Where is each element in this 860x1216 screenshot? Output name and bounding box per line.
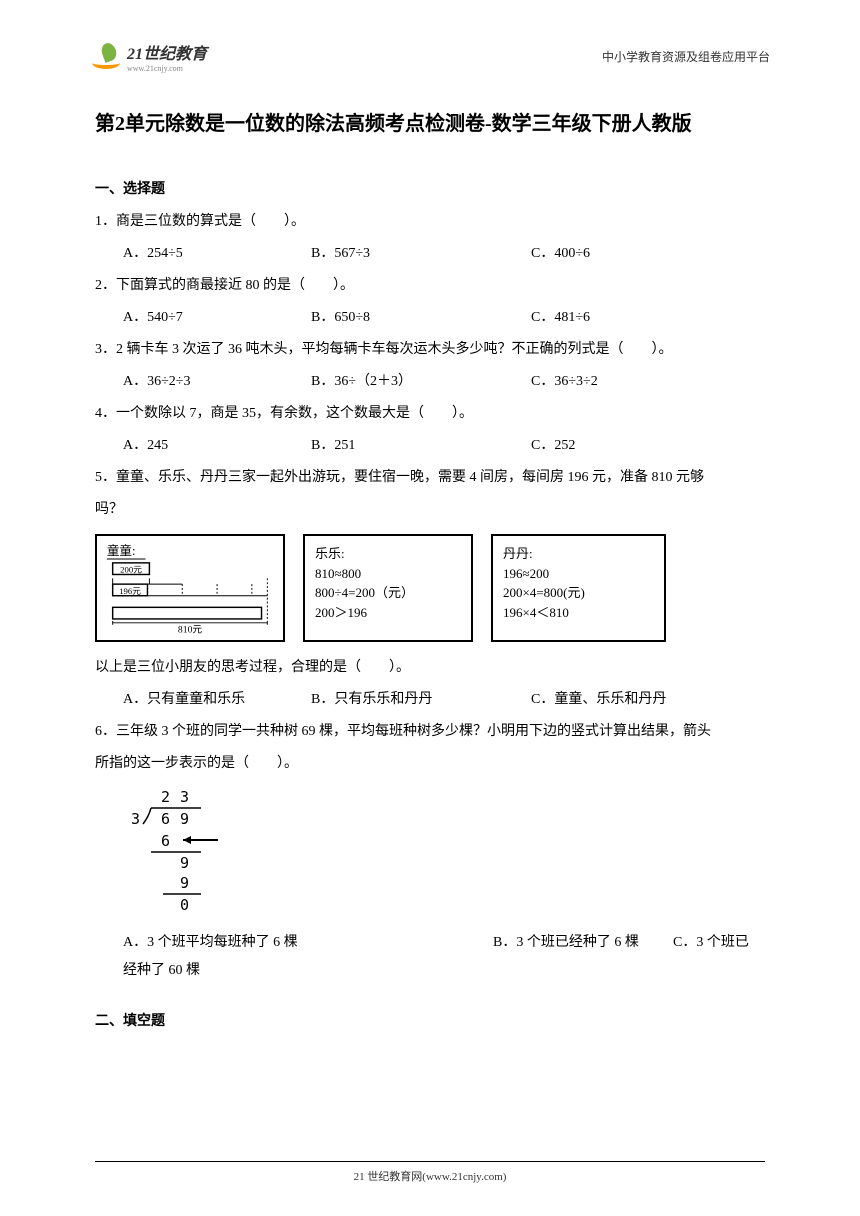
long-division-diagram: 2 3 3 6 9 6 9 9 0 (123, 786, 765, 921)
box2-l2: 800÷4=200（元） (315, 583, 461, 603)
q2-options: A．540÷7 B．650÷8 C．481÷6 (95, 304, 765, 332)
svg-text:9: 9 (180, 810, 189, 828)
svg-text:6: 6 (161, 810, 170, 828)
q5-box-dandan: 丹丹: 196≈200 200×4=800(元) 196×4＜810 (491, 534, 666, 642)
logo-text: 21世纪教育 www.21cnjy.com (127, 40, 207, 73)
svg-text:6: 6 (161, 832, 170, 850)
q3-text: 3．2 辆卡车 3 次运了 36 吨木头，平均每辆卡车每次运木头多少吨？不正确的… (95, 336, 765, 364)
q3-option-b: B．36÷（2＋3） (311, 368, 511, 396)
q4-option-a: A．245 (123, 432, 291, 460)
q1-option-a: A．254÷5 (123, 240, 291, 268)
logo-main-text: 21世纪教育 (127, 40, 207, 64)
q5-options: A．只有童童和乐乐 B．只有乐乐和丹丹 C．童童、乐乐和丹丹 (95, 686, 765, 714)
box2-l3: 200＞196 (315, 603, 461, 623)
svg-text:0: 0 (180, 896, 189, 914)
logo-sub-text: www.21cnjy.com (127, 64, 207, 73)
box1-196: 196元 (119, 586, 141, 596)
q3-options: A．36÷2÷3 B．36÷（2＋3） C．36÷3÷2 (95, 368, 765, 396)
box3-l2: 200×4=800(元) (503, 583, 654, 603)
q2-option-b: B．650÷8 (311, 304, 511, 332)
q6-text-line2: 所指的这一步表示的是（ ）。 (95, 750, 765, 778)
svg-text:2: 2 (161, 788, 170, 806)
box2-title: 乐乐: (315, 544, 461, 564)
q5-option-b: B．只有乐乐和丹丹 (311, 686, 511, 714)
logo: 21世纪教育 www.21cnjy.com (90, 40, 207, 73)
q4-option-c: C．252 (531, 432, 765, 460)
box1-200: 200元 (120, 565, 142, 575)
q5-option-c: C．童童、乐乐和丹丹 (531, 686, 765, 714)
svg-text:9: 9 (180, 854, 189, 872)
q1-options: A．254÷5 B．567÷3 C．400÷6 (95, 240, 765, 268)
q5-after: 以上是三位小朋友的思考过程，合理的是（ ）。 (95, 654, 765, 682)
box3-l3: 196×4＜810 (503, 603, 654, 623)
q6-option-c-line1: C．3 个班已 (673, 929, 749, 957)
q2-option-c: C．481÷6 (531, 304, 765, 332)
q5-option-a: A．只有童童和乐乐 (123, 686, 291, 714)
section2-heading: 二、填空题 (95, 1010, 765, 1030)
q1-option-b: B．567÷3 (311, 240, 511, 268)
q6-option-c-line2: 经种了 60 棵 (123, 957, 765, 985)
q4-options: A．245 B．251 C．252 (95, 432, 765, 460)
box3-title: 丹丹: (503, 544, 654, 564)
q5-box-lele: 乐乐: 810≈800 800÷4=200（元） 200＞196 (303, 534, 473, 642)
q6-text-line1: 6．三年级 3 个班的同学一共种树 69 棵，平均每班种树多少棵？小明用下边的竖… (95, 718, 765, 746)
box2-l1: 810≈800 (315, 564, 461, 584)
q6-option-b: B．3 个班已经种了 6 棵 (493, 929, 673, 957)
q2-text: 2．下面算式的商最接近 80 的是（ ）。 (95, 272, 765, 300)
q1-option-c: C．400÷6 (531, 240, 765, 268)
q4-text: 4．一个数除以 7，商是 35，有余数，这个数最大是（ ）。 (95, 400, 765, 428)
section1-heading: 一、选择题 (95, 178, 765, 198)
svg-text:3: 3 (180, 788, 189, 806)
q5-text-line2: 吗？ (95, 496, 765, 524)
content-area: 第2单元除数是一位数的除法高频考点检测卷-数学三年级下册人教版 一、选择题 1．… (95, 110, 765, 1040)
logo-icon (90, 41, 122, 73)
q6-options: A．3 个班平均每班种了 6 棵 B．3 个班已经种了 6 棵 C．3 个班已 … (95, 929, 765, 985)
svg-text:9: 9 (180, 874, 189, 892)
page-footer: 21 世纪教育网(www.21cnjy.com) (95, 1161, 765, 1184)
q2-option-a: A．540÷7 (123, 304, 291, 332)
q5-boxes: 童童: 200元 196元 810元 (95, 534, 765, 642)
q1-text: 1．商是三位数的算式是（ ）。 (95, 208, 765, 236)
q4-option-b: B．251 (311, 432, 511, 460)
page-header: 21世纪教育 www.21cnjy.com 中小学教育资源及组卷应用平台 (90, 40, 770, 73)
tongtong-diagram-svg: 童童: 200元 196元 810元 (103, 540, 277, 636)
box1-810: 810元 (178, 624, 202, 635)
q5-text-line1: 5．童童、乐乐、丹丹三家一起外出游玩，要住宿一晚，需要 4 间房，每间房 196… (95, 464, 765, 492)
box3-l1: 196≈200 (503, 564, 654, 584)
header-right-text: 中小学教育资源及组卷应用平台 (602, 48, 770, 65)
q3-option-c: C．36÷3÷2 (531, 368, 765, 396)
q6-option-a: A．3 个班平均每班种了 6 棵 (123, 929, 493, 957)
svg-text:3: 3 (131, 810, 140, 828)
box1-title: 童童: (107, 543, 136, 558)
page-title: 第2单元除数是一位数的除法高频考点检测卷-数学三年级下册人教版 (95, 110, 765, 138)
q5-box-tongtong: 童童: 200元 196元 810元 (95, 534, 285, 642)
q3-option-a: A．36÷2÷3 (123, 368, 291, 396)
